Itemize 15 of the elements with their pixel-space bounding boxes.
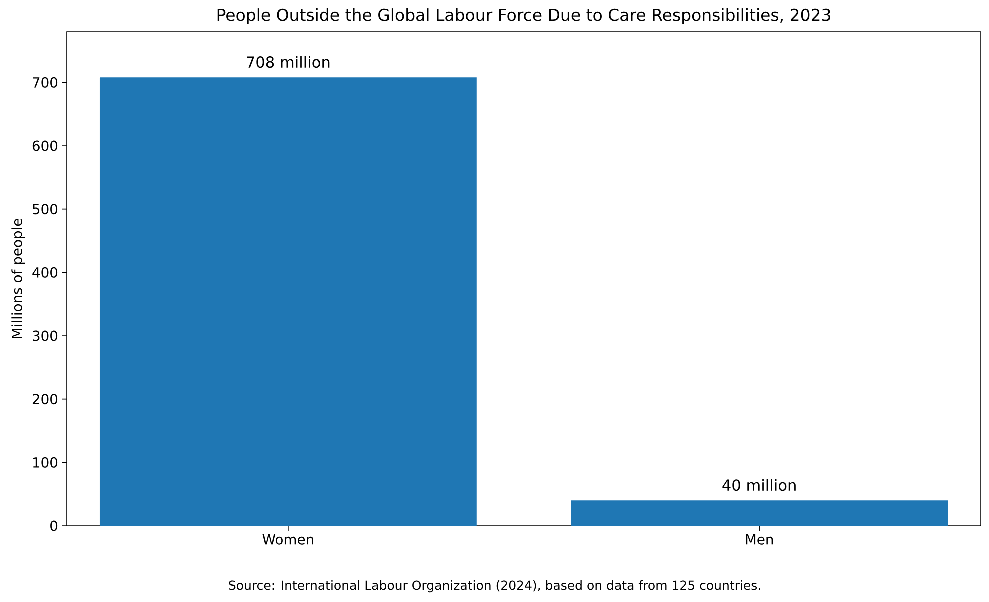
data-label: 40 million [722, 479, 796, 492]
y-tick-label: 600 [32, 140, 58, 152]
y-tick-label: 200 [32, 394, 58, 405]
y-tick-label: 400 [32, 267, 58, 278]
x-tick-label: Women [262, 534, 314, 545]
source-note: Source: International Labour Organization (2024), based on data from 125 countries. [229, 580, 760, 593]
y-tick-label: 100 [33, 457, 58, 468]
x-tick-label: Men [746, 534, 774, 545]
y-tick-label: 0 [50, 520, 58, 532]
y-tick-label: 500 [33, 204, 58, 215]
data-label: 708 million [247, 56, 330, 68]
y-axis-title: Millions of people [12, 219, 26, 338]
y-tick-label: 700 [33, 77, 58, 88]
chart-title: People Outside the Global Labour Force Due to Care Responsibilities, 2023 [218, 8, 830, 25]
y-tick-label: 300 [33, 330, 58, 342]
